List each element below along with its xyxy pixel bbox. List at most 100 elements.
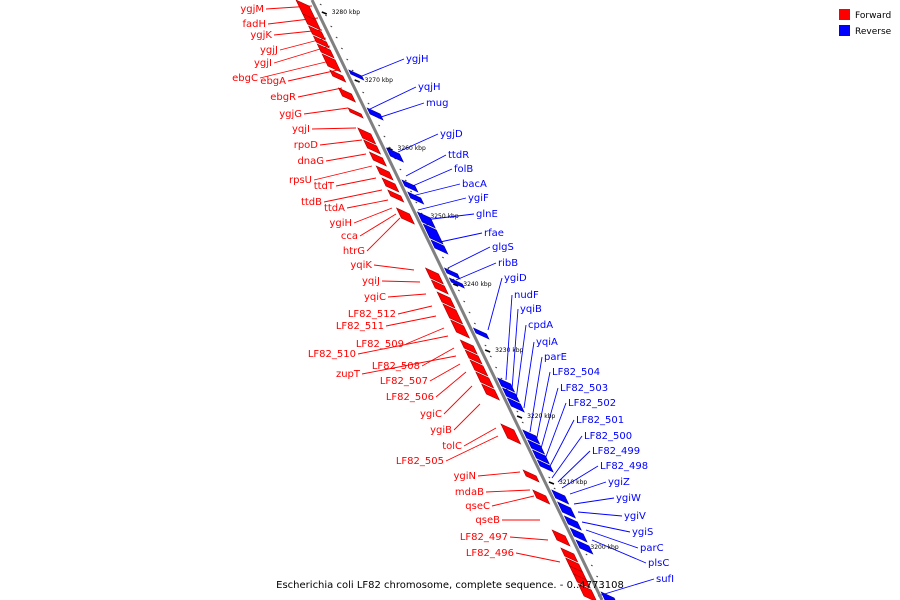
reverse-gene-label-glgs: glgS xyxy=(492,242,514,253)
label-line xyxy=(585,529,639,549)
forward-gene-label-ygjj: ygjJ xyxy=(260,45,278,56)
label-line xyxy=(361,355,457,375)
forward-gene-arrow xyxy=(469,359,489,377)
label-line xyxy=(573,497,615,505)
minor-tick xyxy=(596,575,599,578)
reverse-gene-label-lf82-503: LF82_503 xyxy=(560,383,608,394)
reverse-gene-arrow xyxy=(348,69,365,81)
reverse-gene-label-lf82-499: LF82_499 xyxy=(592,446,640,457)
forward-gene-label-lf82-507: LF82_507 xyxy=(380,376,428,387)
forward-gene-arrow xyxy=(464,349,483,365)
forward-gene-label-ttda: ttdA xyxy=(324,203,345,214)
reverse-gene-arrow xyxy=(448,277,465,289)
reverse-gene-label-lf82-498: LF82_498 xyxy=(600,461,648,472)
reverse-gene-label-sufi: sufI xyxy=(656,574,674,585)
forward-gene-arrow xyxy=(436,291,456,309)
minor-tick xyxy=(457,289,460,292)
forward-gene-label-lf82-506: LF82_506 xyxy=(386,392,434,403)
forward-gene-label-tolc: tolC xyxy=(442,441,462,452)
reverse-gene-label-ygid: ygiD xyxy=(504,273,527,284)
reverse-gene-label-yqib: yqiB xyxy=(520,304,542,315)
minor-tick xyxy=(495,366,498,369)
label-line xyxy=(366,217,401,252)
map-title: Escherichia coli LF82 chromosome, comple… xyxy=(276,580,624,591)
minor-tick xyxy=(473,322,476,325)
reverse-gene-label-lf82-502: LF82_502 xyxy=(568,398,616,409)
minor-tick xyxy=(590,564,593,567)
tick-label: 3270 kbp xyxy=(365,77,393,84)
minor-tick xyxy=(330,25,333,28)
label-line xyxy=(287,69,339,82)
reverse-gene-label-parc: parC xyxy=(640,543,664,554)
forward-gene-arrow xyxy=(337,87,357,103)
forward-gene-label-cca: cca xyxy=(341,231,358,242)
reverse-gene-label-yqjh: yqjH xyxy=(418,82,441,93)
minor-tick xyxy=(601,586,604,589)
forward-gene-arrow xyxy=(357,127,377,145)
forward-gene-label-mdab: mdaB xyxy=(455,487,484,498)
reverse-gene-label-yqia: yqiA xyxy=(536,337,558,348)
minor-tick xyxy=(415,201,418,204)
forward-gene-label-ygin: ygiN xyxy=(453,471,476,482)
tick-mark xyxy=(452,283,459,287)
reverse-gene-arrow xyxy=(416,211,436,229)
label-line xyxy=(353,207,393,224)
minor-tick xyxy=(346,58,349,61)
reverse-gene-label-cpda: cpdA xyxy=(528,320,553,331)
minor-tick xyxy=(399,168,402,171)
minor-tick xyxy=(420,212,423,215)
label-line xyxy=(423,213,475,221)
reverse-gene-label-ygiv: ygiV xyxy=(624,511,646,522)
label-line xyxy=(259,59,335,79)
tick-mark xyxy=(387,147,393,151)
forward-gene-arrow xyxy=(459,339,478,355)
label-line xyxy=(387,293,427,298)
label-line xyxy=(373,264,415,271)
label-line xyxy=(311,127,357,130)
label-line xyxy=(561,465,599,489)
forward-gene-arrow xyxy=(572,573,591,589)
forward-gene-label-ygib: ygiB xyxy=(430,425,452,436)
label-line xyxy=(361,58,405,77)
minor-tick xyxy=(489,355,492,358)
forward-gene-arrow xyxy=(430,279,449,295)
minor-tick xyxy=(505,388,508,391)
label-line xyxy=(405,327,445,345)
forward-gene-arrow xyxy=(381,177,400,193)
legend-reverse-label: Reverse xyxy=(855,27,892,37)
label-line xyxy=(359,213,397,237)
forward-gene-label-ygjm: ygjM xyxy=(240,4,264,15)
forward-gene-label-lf82-496: LF82_496 xyxy=(466,548,514,559)
label-line xyxy=(569,481,607,495)
label-line xyxy=(385,315,437,327)
label-line xyxy=(405,154,447,177)
forward-gene-label-yqik: yqiK xyxy=(350,260,372,271)
forward-gene-label-ygji: ygjI xyxy=(254,58,272,69)
minor-tick xyxy=(319,3,322,6)
forward-gene-label-ebga: ebgA xyxy=(260,76,286,87)
forward-gene-arrow xyxy=(307,25,327,41)
reverse-gene-label-ribb: ribB xyxy=(498,258,518,269)
forward-gene-label-ygjk: ygjK xyxy=(250,30,272,41)
forward-gene-arrow xyxy=(577,583,597,600)
label-line xyxy=(313,165,373,181)
reverse-gene-arrow xyxy=(557,501,577,519)
legend-forward-label: Forward xyxy=(855,11,891,21)
reverse-gene-arrow xyxy=(401,179,419,193)
label-line xyxy=(303,107,349,115)
forward-gene-label-lf82-497: LF82_497 xyxy=(460,532,508,543)
forward-gene-label-qseb: qseB xyxy=(475,515,500,526)
tick-label: 3220 kbp xyxy=(527,413,555,420)
reverse-gene-arrow xyxy=(385,147,405,163)
label-line xyxy=(557,450,591,483)
label-line xyxy=(547,419,575,471)
reverse-gene-label-ygiw: ygiW xyxy=(616,493,641,504)
forward-gene-arrow xyxy=(395,207,415,225)
legend: Forward Reverse xyxy=(839,9,892,37)
forward-gene-label-lf82-509: LF82_509 xyxy=(356,339,404,350)
reverse-gene-arrow xyxy=(407,191,425,205)
forward-gene-label-ygjg: ygjG xyxy=(279,109,302,120)
label-line xyxy=(455,262,497,281)
tick-label: 3210 kbp xyxy=(559,479,587,486)
